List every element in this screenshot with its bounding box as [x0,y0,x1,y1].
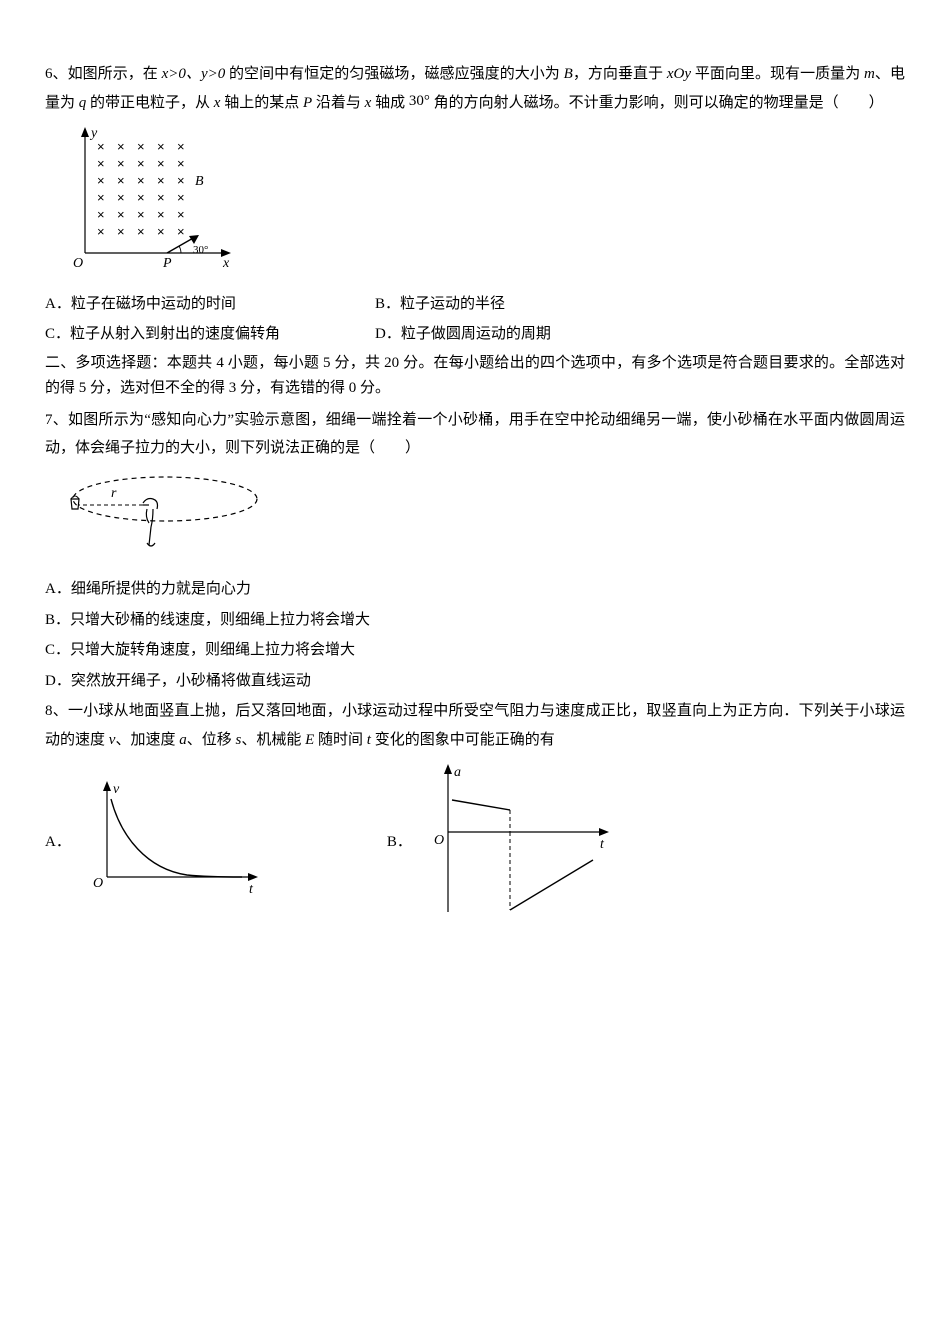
svg-text:×: × [177,190,185,205]
svg-text:×: × [117,190,125,205]
svg-text:×: × [157,207,165,222]
svg-text:×: × [137,156,145,171]
svg-text:×: × [157,224,165,239]
svg-text:×: × [97,173,105,188]
svg-text:×: × [137,224,145,239]
svg-text:×: × [177,173,185,188]
svg-text:×: × [177,207,185,222]
q6-O-label: O [73,256,83,271]
q7-option-B: B．只增大砂桶的线速度，则细绳上拉力将会增大 [45,606,905,635]
q8-number: 8、 [45,703,68,719]
q6-x-label: x [222,256,230,271]
q6-option-D: D．粒子做圆周运动的周期 [375,320,905,349]
q8A-xlab: t [249,882,254,897]
q7-option-A: A．细绳所提供的力就是向心力 [45,575,905,604]
q6-t1: 的空间中有恒定的匀强磁场，磁感应强度的大小为 [225,66,563,82]
svg-text:×: × [97,207,105,222]
q8-graphB-label: B． [387,828,412,857]
q6-t9: 角的方向射人磁场。不计重力影响，则可以确定的物理量是（ ） [430,95,884,111]
svg-text:×: × [117,207,125,222]
svg-text:×: × [157,139,165,154]
question-8-text: 8、一小球从地面竖直上抛，后又落回地面，小球运动过程中所受空气阻力与速度成正比，… [45,697,905,754]
q6-angle-label: 30° [193,244,208,256]
svg-text:×: × [117,156,125,171]
svg-text:×: × [157,156,165,171]
question-6-text: 6、如图所示，在 x>0、y>0 的空间中有恒定的匀强磁场，磁感应强度的大小为 … [45,60,905,117]
q6-t3: 平面向里。现有一质量为 [691,66,864,82]
q7-option-D: D．突然放开绳子，小砂桶将做直线运动 [45,667,905,696]
svg-text:×: × [117,173,125,188]
q6-P: P [303,95,312,111]
q6-t5: 的带正电粒子，从 [86,95,214,111]
q6-t7: 沿着与 [312,95,365,111]
q6-t0: 如图所示，在 [68,66,162,82]
svg-text:×: × [117,139,125,154]
q8-t3: 、机械能 [241,732,305,748]
q6-options-row1: A．粒子在磁场中运动的时间 B．粒子运动的半径 [45,290,905,319]
q6-option-A: A．粒子在磁场中运动的时间 [45,290,375,319]
svg-text:×: × [157,190,165,205]
q6-P-label: P [162,256,172,271]
svg-text:×: × [117,224,125,239]
q6-t2: ，方向垂直于 [573,66,667,82]
q6-t6: 轴上的某点 [220,95,303,111]
q6-Bfield-label: B [195,174,204,189]
q8B-xlab: t [600,837,605,852]
q6-number: 6、 [45,66,68,82]
svg-text:×: × [177,224,185,239]
svg-text:×: × [137,207,145,222]
svg-text:×: × [157,173,165,188]
q8-graphA-label: A． [45,828,71,857]
svg-text:×: × [137,190,145,205]
q8-graph-A: A． v t O [45,777,267,907]
svg-text:×: × [97,156,105,171]
q6-option-C: C．粒子从射入到射出的速度偏转角 [45,320,375,349]
section2-title: 二、多项选择题：本题共 4 小题，每小题 5 分，共 20 分。在每小题给出的四… [45,351,905,402]
q6-option-B: B．粒子运动的半径 [375,290,905,319]
q6-t8: 轴成 [371,95,409,111]
q8-E: E [305,732,314,748]
q7-option-C: C．只增大旋转角速度，则细绳上拉力将会增大 [45,636,905,665]
q8-graphs: A． v t O B． a t O [45,762,905,922]
q8-t4: 随时间 [314,732,367,748]
q8-t5: 变化的图象中可能正确的有 [371,732,555,748]
q8A-O: O [93,876,103,891]
q6-m: m [864,66,875,82]
q6-options-row2: C．粒子从射入到射出的速度偏转角 D．粒子做圆周运动的周期 [45,320,905,349]
q8-graph-B: B． a t O [387,762,618,922]
svg-text:×: × [97,224,105,239]
svg-text:×: × [97,190,105,205]
q7-text: 如图所示为“感知向心力”实验示意图，细绳一端拴着一个小砂桶，用手在空中抡动细绳另… [45,412,905,457]
q8B-O: O [434,833,444,848]
q8-t1: 、加速度 [115,732,179,748]
question-7-text: 7、如图所示为“感知向心力”实验示意图，细绳一端拴着一个小砂桶，用手在空中抡动细… [45,406,905,463]
q8B-ylab: a [454,765,461,780]
svg-text:×: × [97,139,105,154]
q6-xOy: xOy [667,66,691,82]
q6-cond: x>0、y>0 [162,66,226,82]
q6-B: B [564,66,573,82]
q8A-ylab: v [113,782,120,797]
q6-angle: 30° [409,93,430,109]
svg-text:×: × [177,156,185,171]
svg-text:×: × [137,173,145,188]
q7-r-label: r [111,486,117,501]
svg-text:×: × [177,139,185,154]
svg-text:×: × [137,139,145,154]
q7-number: 7、 [45,412,68,428]
q6-figure: y x O ×××××××××××××××××××××××××××××× B P… [65,123,905,284]
q7-figure: r [65,469,905,570]
q8-a: a [179,732,187,748]
q8-t2: 、位移 [187,732,236,748]
